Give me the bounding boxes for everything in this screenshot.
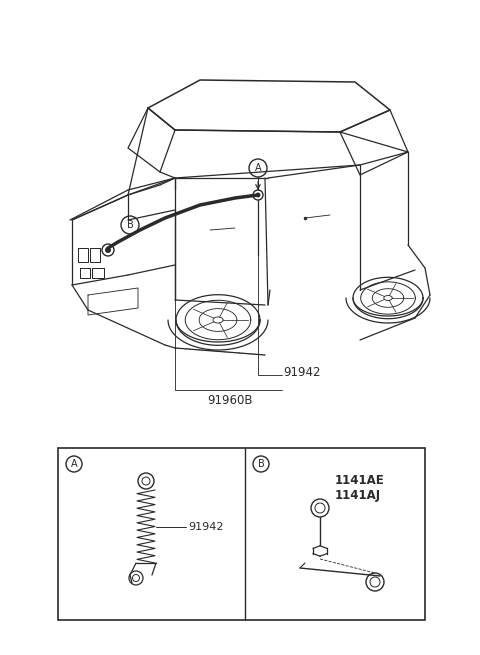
Text: A: A bbox=[255, 163, 261, 173]
Text: 91942: 91942 bbox=[188, 521, 224, 531]
Text: B: B bbox=[127, 220, 133, 230]
Circle shape bbox=[255, 193, 261, 198]
Text: 91942: 91942 bbox=[283, 365, 321, 379]
Text: 91960B: 91960B bbox=[207, 394, 253, 407]
Text: A: A bbox=[71, 459, 77, 469]
Text: B: B bbox=[258, 459, 264, 469]
Circle shape bbox=[105, 247, 111, 253]
Text: 1141AE: 1141AE bbox=[335, 474, 385, 487]
Bar bbox=[58, 448, 425, 620]
Text: 1141AJ: 1141AJ bbox=[335, 489, 381, 502]
